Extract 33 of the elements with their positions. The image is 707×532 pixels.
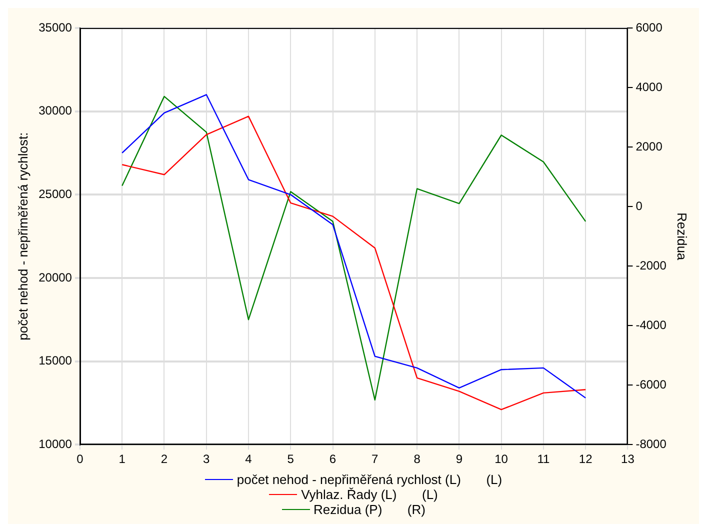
x-tick-label: 13 xyxy=(621,452,635,466)
y-tick-label: 10000 xyxy=(38,436,72,451)
y-tick-label: 20000 xyxy=(38,270,72,284)
x-tick-label: 7 xyxy=(372,452,379,466)
x-tick-label: 4 xyxy=(245,452,252,466)
x-tick-label: 12 xyxy=(578,452,593,466)
x-tick-label: 6 xyxy=(329,452,336,466)
x-tick-label: 8 xyxy=(414,452,421,466)
y2-tick-label: -2000 xyxy=(636,258,667,272)
x-tick-label: 11 xyxy=(537,452,550,466)
x-tick-label: 0 xyxy=(76,452,84,466)
x-tick-label: 2 xyxy=(160,452,168,466)
y2-axis-title: Rezidua xyxy=(674,212,690,261)
x-tick-label: 3 xyxy=(203,452,210,466)
y-axis-title: počet nehod - nepřiměřená rychlost: xyxy=(15,132,30,340)
legend-label: počet nehod - nepřiměřená rychlost (L) (L) xyxy=(236,472,502,487)
y-tick-label: 35000 xyxy=(38,20,72,34)
y2-tick-label: 6000 xyxy=(636,20,663,34)
x-tick-label: 10 xyxy=(494,452,508,466)
legend-label: Rezidua (P) (R) xyxy=(314,502,426,517)
x-tick-label: 1 xyxy=(118,452,126,466)
y2-tick-label: -8000 xyxy=(636,436,667,451)
y2-tick-label: -4000 xyxy=(636,318,667,332)
y-tick-label: 30000 xyxy=(38,104,72,118)
y2-tick-label: 0 xyxy=(636,198,643,213)
x-tick-label: 9 xyxy=(456,452,463,466)
y2-tick-label: -6000 xyxy=(636,377,667,392)
y-tick-label: 25000 xyxy=(38,186,72,201)
legend-label: Vyhlaz. Řady (L) (L) xyxy=(301,487,438,502)
y-tick-label: 15000 xyxy=(38,354,72,368)
x-tick-label: 5 xyxy=(287,452,294,466)
y2-tick-label: 4000 xyxy=(636,80,663,94)
y2-tick-label: 2000 xyxy=(636,139,663,154)
